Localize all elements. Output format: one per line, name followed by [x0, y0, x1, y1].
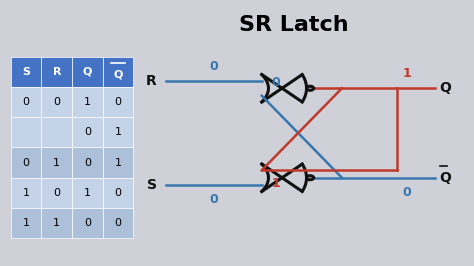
Bar	[41, 208, 72, 238]
Text: 0: 0	[53, 97, 60, 107]
Bar	[103, 57, 133, 87]
Bar	[11, 87, 41, 117]
Text: Q: Q	[82, 67, 92, 77]
Text: 0: 0	[53, 188, 60, 198]
Bar	[103, 208, 133, 238]
Bar	[11, 57, 41, 87]
Bar	[11, 178, 41, 208]
Bar	[41, 117, 72, 147]
Text: S: S	[22, 67, 30, 77]
Text: 1: 1	[115, 158, 121, 168]
Bar	[103, 147, 133, 178]
Text: SR Latch: SR Latch	[239, 15, 348, 35]
Text: 1: 1	[402, 67, 411, 80]
Text: Q: Q	[439, 171, 452, 185]
Text: 1: 1	[84, 97, 91, 107]
Bar	[41, 147, 72, 178]
Circle shape	[307, 176, 314, 180]
Text: 1: 1	[84, 188, 91, 198]
Bar	[41, 57, 72, 87]
Text: 1: 1	[53, 158, 60, 168]
Text: 0: 0	[271, 76, 280, 89]
Text: 0: 0	[115, 97, 121, 107]
Bar	[41, 178, 72, 208]
Text: R: R	[146, 74, 157, 88]
Bar	[72, 147, 103, 178]
Text: 0: 0	[115, 188, 121, 198]
Text: Q: Q	[113, 69, 123, 80]
Bar	[103, 117, 133, 147]
Text: 1: 1	[23, 218, 30, 228]
Bar	[11, 147, 41, 178]
Text: 0: 0	[23, 97, 30, 107]
Text: Q: Q	[439, 81, 452, 95]
Bar	[103, 87, 133, 117]
Circle shape	[307, 86, 314, 90]
Text: 1: 1	[23, 188, 30, 198]
Text: 0: 0	[210, 193, 219, 206]
Bar	[72, 208, 103, 238]
Bar	[72, 87, 103, 117]
Bar	[72, 117, 103, 147]
Text: 0: 0	[84, 218, 91, 228]
Bar	[72, 178, 103, 208]
Text: 1: 1	[115, 127, 121, 137]
Text: 0: 0	[84, 127, 91, 137]
Text: 0: 0	[23, 158, 30, 168]
Bar	[41, 87, 72, 117]
Text: S: S	[147, 178, 157, 192]
Bar	[103, 178, 133, 208]
Text: 1: 1	[271, 177, 280, 190]
Text: 0: 0	[115, 218, 121, 228]
Bar	[72, 57, 103, 87]
Text: 0: 0	[84, 158, 91, 168]
Bar	[11, 117, 41, 147]
Text: 0: 0	[210, 60, 219, 73]
Text: R: R	[53, 67, 61, 77]
Text: 1: 1	[53, 218, 60, 228]
Bar	[11, 208, 41, 238]
Text: 0: 0	[402, 186, 411, 199]
